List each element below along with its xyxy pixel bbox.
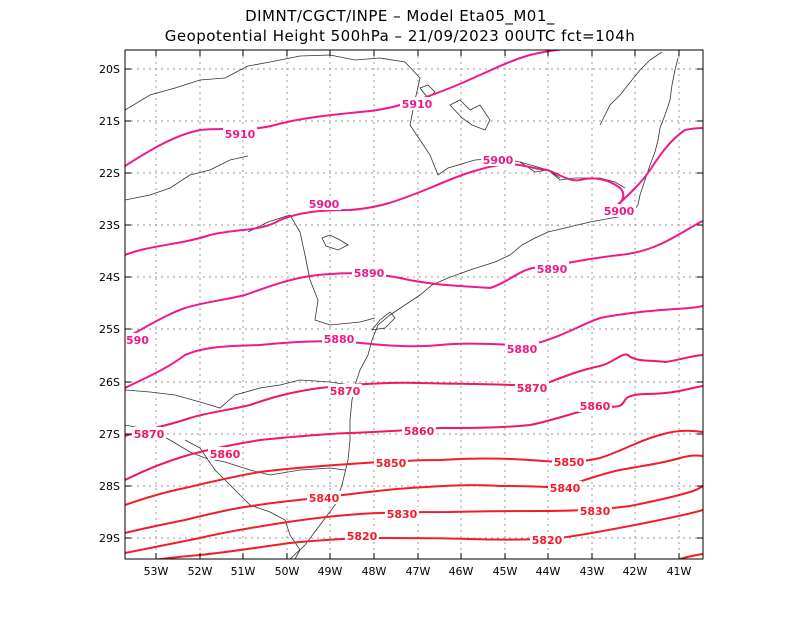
- contour-label: 5890: [537, 263, 568, 276]
- lon-label: 42W: [623, 565, 648, 578]
- contour-label: 5900: [309, 198, 340, 211]
- state-border-ms-pr: [125, 155, 249, 201]
- state-border-mg-es: [599, 51, 663, 126]
- contour-5900-b: [611, 127, 703, 211]
- lat-label: 20S: [99, 63, 120, 76]
- contour-label: 5870: [517, 382, 548, 395]
- contour-label: 5890: [354, 267, 385, 280]
- lat-label: 25S: [99, 323, 120, 336]
- axis-ticks: [125, 50, 703, 559]
- lon-label: 47W: [406, 565, 431, 578]
- contour-5830: [125, 485, 703, 554]
- lon-label: 53W: [144, 565, 169, 578]
- lon-label: 50W: [275, 565, 300, 578]
- contour-label: 5830: [580, 505, 611, 518]
- lon-label: 49W: [318, 565, 343, 578]
- contour-label: 5870: [330, 385, 361, 398]
- map-title-line1: DIMNT/CGCT/INPE – Model Eta05_M01_: [245, 7, 555, 25]
- contour-label: 5820: [532, 534, 563, 547]
- lat-label: 29S: [99, 532, 120, 545]
- contour-label: 5860: [404, 425, 435, 438]
- contour-label: 5880: [507, 343, 538, 356]
- contour-label: 5900: [604, 205, 635, 218]
- reservoir-a: [449, 99, 491, 131]
- map-title-line2: Geopotential Height 500hPa – 21/09/2023 …: [164, 27, 636, 45]
- lon-label: 52W: [188, 565, 213, 578]
- contour-label: 5820: [347, 530, 378, 543]
- reservoir-b: [419, 84, 436, 99]
- lon-label: 46W: [449, 565, 474, 578]
- bay-paranagua: [371, 311, 396, 331]
- lon-label: 41W: [667, 565, 692, 578]
- contour-5880: [125, 305, 703, 389]
- contour-5900-a: [125, 163, 625, 256]
- lat-label: 26S: [99, 376, 120, 389]
- contour-label: 5870: [134, 428, 165, 441]
- contour-label: 5910: [225, 128, 256, 141]
- state-border-mg-rj: [519, 161, 626, 189]
- contour-label: 5830: [387, 508, 418, 521]
- coastline-borders: [125, 51, 679, 559]
- contour-5840: [125, 454, 703, 534]
- state-border-mg-sp: [125, 54, 561, 179]
- contour-label: 590: [126, 334, 149, 347]
- country-border-argentina: [184, 439, 301, 559]
- reservoir-c: [321, 234, 349, 251]
- coast-rs-sc: [289, 214, 631, 559]
- lon-label: 51W: [231, 565, 256, 578]
- contour-label: 5840: [550, 482, 581, 495]
- lat-label: 21S: [99, 115, 120, 128]
- contour-label: 5850: [376, 457, 407, 470]
- map-frame: [124, 49, 704, 560]
- contour-5810: [679, 553, 703, 559]
- lat-label: 24S: [99, 271, 120, 284]
- state-border-pr-sc: [125, 379, 361, 409]
- contour-5870: [125, 353, 703, 437]
- state-border-sp-pr: [247, 214, 376, 326]
- lat-label: 28S: [99, 480, 120, 493]
- lon-label: 44W: [536, 565, 561, 578]
- contour-label: 5860: [210, 448, 241, 461]
- lat-label: 27S: [99, 428, 120, 441]
- contour-label: 5910: [402, 98, 433, 111]
- contour-label: 5860: [580, 400, 611, 413]
- longitude-labels: 53W 52W 51W 50W 49W 48W 47W 46W 45W 44W …: [144, 565, 692, 578]
- contour-labels: 5910 5910 5900 5900 5900 5890 5890 590 5…: [125, 97, 636, 547]
- contour-label: 5850: [554, 456, 585, 469]
- lon-label: 48W: [362, 565, 387, 578]
- lat-label: 23S: [99, 219, 120, 232]
- latitude-labels: 20S 21S 22S 23S 24S 25S 26S 27S 28S 29S: [99, 63, 120, 545]
- contour-5910: [125, 50, 567, 167]
- contour-5890: [125, 220, 703, 339]
- lat-label: 22S: [99, 167, 120, 180]
- contour-label: 5880: [324, 333, 355, 346]
- lon-label: 43W: [580, 565, 605, 578]
- contour-label: 5840: [309, 492, 340, 505]
- coast-sp-rj: [629, 57, 679, 216]
- contour-label: 5900: [483, 154, 514, 167]
- contour-5820: [152, 509, 703, 559]
- contour-5850: [125, 429, 703, 506]
- lon-label: 45W: [493, 565, 518, 578]
